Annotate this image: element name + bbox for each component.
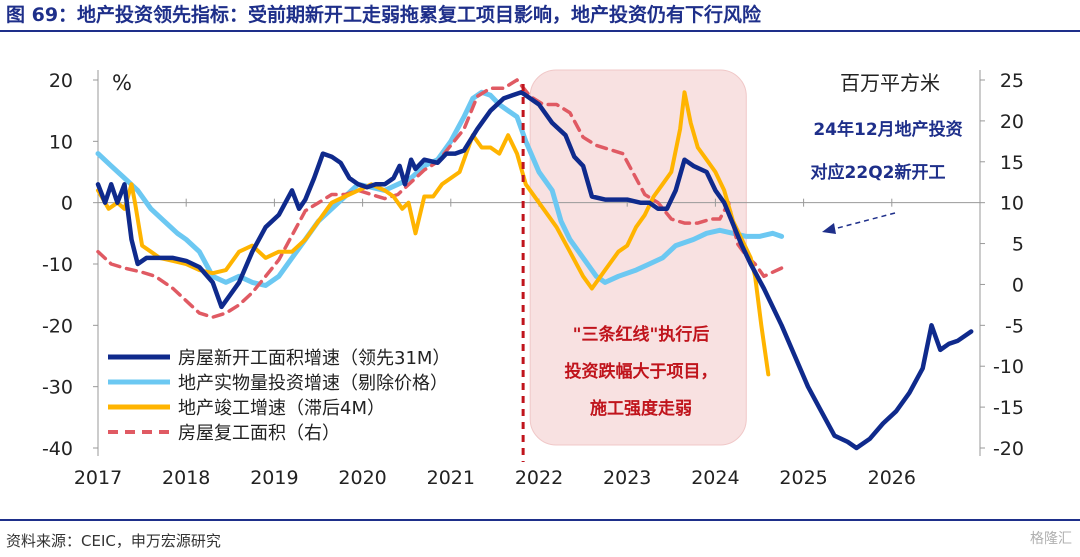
footer-divider xyxy=(0,519,1080,521)
left-tick-label: -20 xyxy=(42,315,73,337)
left-tick-label: 0 xyxy=(61,193,73,215)
legend-label-new_start: 房屋新开工面积增速（领先31M） xyxy=(178,348,450,369)
right-axis-unit: 百万平方米 xyxy=(840,71,940,95)
right-tick-label: 5 xyxy=(1012,234,1024,256)
legend-label-fixed_asset: 地产实物量投资增速（剔除价格） xyxy=(178,373,448,394)
callout-top-text: 24年12月地产投资 xyxy=(813,119,962,140)
shaded-period xyxy=(529,69,747,446)
right-tick-label: 15 xyxy=(1000,152,1024,174)
right-tick-label: 0 xyxy=(1012,274,1024,296)
callout-bottom-text: 对应22Q2新开工 xyxy=(811,162,946,183)
policy-text-line-1: "三条红线"执行后 xyxy=(573,324,710,345)
right-tick-label: 20 xyxy=(1000,111,1024,133)
x-tick-label: 2022 xyxy=(515,467,563,489)
right-tick-label: 25 xyxy=(1000,70,1024,92)
title-divider xyxy=(0,30,1080,32)
left-tick-label: -30 xyxy=(42,377,73,399)
x-tick-label: 2025 xyxy=(779,467,827,489)
legend-label-completion: 地产竣工增速（滞后4M） xyxy=(178,398,385,419)
right-tick-label: -10 xyxy=(993,356,1024,378)
x-tick-label: 2018 xyxy=(162,467,210,489)
right-tick-label: -20 xyxy=(993,438,1024,460)
axes: 20 10 0 -10 -20 -30 -40 25 20 15 10 5 0 -5 -10 -15 -20 20… xyxy=(42,70,1024,489)
x-tick-label: 2026 xyxy=(868,467,916,489)
series-line-resumed xyxy=(96,78,784,319)
right-tick-label: -5 xyxy=(1005,315,1024,337)
series-line-new_start xyxy=(95,90,974,451)
policy-text-line-3: 施工强度走弱 xyxy=(590,398,692,419)
callout-arrow xyxy=(829,212,896,231)
left-axis-unit: % xyxy=(112,71,132,95)
x-tick-label: 2020 xyxy=(338,467,386,489)
right-tick-label: -15 xyxy=(993,397,1024,419)
x-tick-label: 2017 xyxy=(74,467,122,489)
x-tick-label: 2021 xyxy=(427,467,475,489)
policy-text-line-2: 投资跌幅大于项目， xyxy=(565,361,718,382)
left-tick-label: -10 xyxy=(42,254,73,276)
source-note: 资料来源：CEIC，申万宏源研究 xyxy=(6,532,221,550)
callout-arrowhead xyxy=(822,223,836,234)
x-tick-label: 2023 xyxy=(603,467,651,489)
left-tick-label: 10 xyxy=(49,131,73,153)
series-line-fixed_asset xyxy=(95,89,785,288)
x-tick-label: 2019 xyxy=(250,467,298,489)
left-tick-label: 20 xyxy=(49,70,73,92)
chart-title: 图 69：地产投资领先指标：受前期新开工走弱拖累复工项目影响，地产投资仍有下行风… xyxy=(6,4,762,26)
legend: 房屋新开工面积增速（领先31M） 地产实物量投资增速（剔除价格） 地产竣工增速（滞后… xyxy=(108,348,450,444)
legend-label-resumed: 房屋复工面积（右） xyxy=(178,423,340,444)
watermark-logo: 格隆汇 xyxy=(1030,531,1072,547)
series-lines xyxy=(95,78,974,451)
line-chart: 20 10 0 -10 -20 -30 -40 25 20 15 10 5 0 -5 -10 -15 -20 20… xyxy=(42,69,1024,489)
x-tick-label: 2024 xyxy=(691,467,739,489)
left-tick-label: -40 xyxy=(42,438,73,460)
right-tick-label: 10 xyxy=(1000,193,1024,215)
